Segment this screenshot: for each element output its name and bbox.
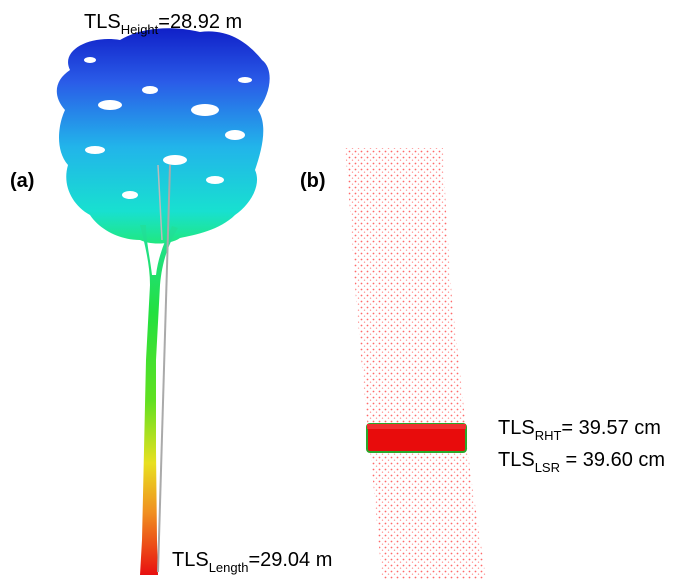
tree-crown xyxy=(56,28,270,244)
panel-a-tag: (a) xyxy=(10,170,35,192)
tls-height-label: TLSHeight=28.92 m xyxy=(84,11,243,37)
tls-rht-label: TLSRHT= 39.57 cm xyxy=(498,417,661,443)
stem-point-cloud xyxy=(345,148,486,579)
measurement-band xyxy=(366,423,467,453)
crown-gaps xyxy=(84,57,252,199)
tls-length-label: TLSLength=29.04 m xyxy=(172,549,333,575)
panel-b-tag: (b) xyxy=(300,170,326,192)
tree-point-cloud xyxy=(56,28,270,575)
tls-lsr-label: TLSLSR = 39.60 cm xyxy=(498,449,666,475)
tree-trunk xyxy=(140,225,178,575)
trunk-length-line xyxy=(157,164,171,573)
